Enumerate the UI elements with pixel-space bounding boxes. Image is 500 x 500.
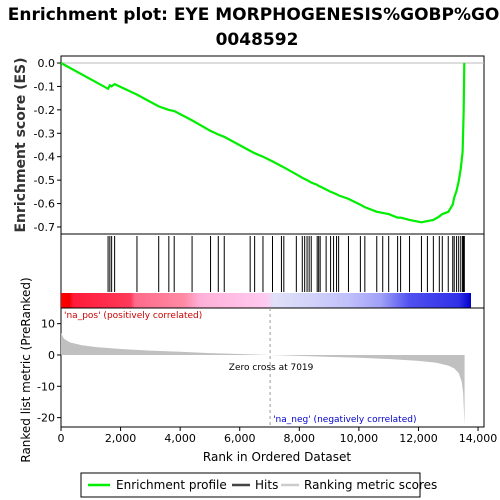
metric-tick-label: -10 bbox=[37, 380, 55, 393]
es-tick-label: -0.7 bbox=[34, 221, 55, 234]
na-neg-label: 'na_neg' (negatively correlated) bbox=[273, 415, 416, 425]
x-tick-label: 12,000 bbox=[399, 432, 438, 445]
es-tick-label: -0.3 bbox=[34, 127, 55, 140]
x-axis-ticks: 0 2,000 4,000 6,000 8,000 10,000 12,000 14,000 bbox=[58, 427, 498, 445]
metric-tick-label: 0 bbox=[48, 349, 55, 362]
x-tick-label: 4,000 bbox=[164, 432, 196, 445]
metric-tick-label: 10 bbox=[41, 318, 55, 331]
ranking-metric-area bbox=[61, 333, 465, 426]
zero-cross-label: Zero cross at 7019 bbox=[229, 363, 314, 373]
enrichment-profile-line bbox=[60, 62, 466, 224]
es-axis-ticks: 0.0 -0.1 -0.2 -0.3 -0.4 -0.5 -0.6 -0.7 bbox=[34, 57, 61, 234]
legend-enrichment-label: Enrichment profile bbox=[116, 478, 227, 492]
hits-marks bbox=[107, 236, 465, 292]
metric-ylabel: Ranked list metric (PreRanked) bbox=[19, 277, 33, 462]
x-tick-label: 6,000 bbox=[224, 432, 256, 445]
es-tick-label: 0.0 bbox=[38, 57, 56, 70]
metric-tick-label: -20 bbox=[37, 412, 55, 425]
metric-panel-frame bbox=[60, 307, 485, 428]
legend-box bbox=[80, 472, 421, 498]
es-tick-label: -0.5 bbox=[34, 174, 55, 187]
metric-axis-ticks: 10 0 -10 -20 bbox=[37, 318, 61, 425]
rank-color-bar bbox=[61, 293, 471, 308]
es-tick-label: -0.6 bbox=[34, 198, 55, 211]
chart-title-line-2: 0048592 bbox=[216, 30, 299, 50]
legend-hits-label: Hits bbox=[255, 478, 278, 492]
x-tick-label: 0 bbox=[58, 432, 65, 445]
x-tick-label: 10,000 bbox=[340, 432, 379, 445]
na-pos-label: 'na_pos' (positively correlated) bbox=[64, 311, 202, 321]
es-tick-label: -0.2 bbox=[34, 104, 55, 117]
es-tick-label: -0.1 bbox=[34, 80, 55, 93]
x-tick-label: 2,000 bbox=[105, 432, 137, 445]
x-axis-label: Rank in Ordered Dataset bbox=[203, 450, 351, 464]
es-ylabel: Enrichment score (ES) bbox=[13, 57, 29, 232]
x-tick-label: 8,000 bbox=[284, 432, 316, 445]
es-panel-frame bbox=[60, 55, 485, 235]
x-tick-label: 14,000 bbox=[459, 432, 498, 445]
legend-metric-label: Ranking metric scores bbox=[304, 478, 437, 492]
es-tick-label: -0.4 bbox=[34, 151, 55, 164]
chart-title-line-1: Enrichment plot: EYE MORPHOGENESIS%GOBP%… bbox=[8, 5, 500, 25]
